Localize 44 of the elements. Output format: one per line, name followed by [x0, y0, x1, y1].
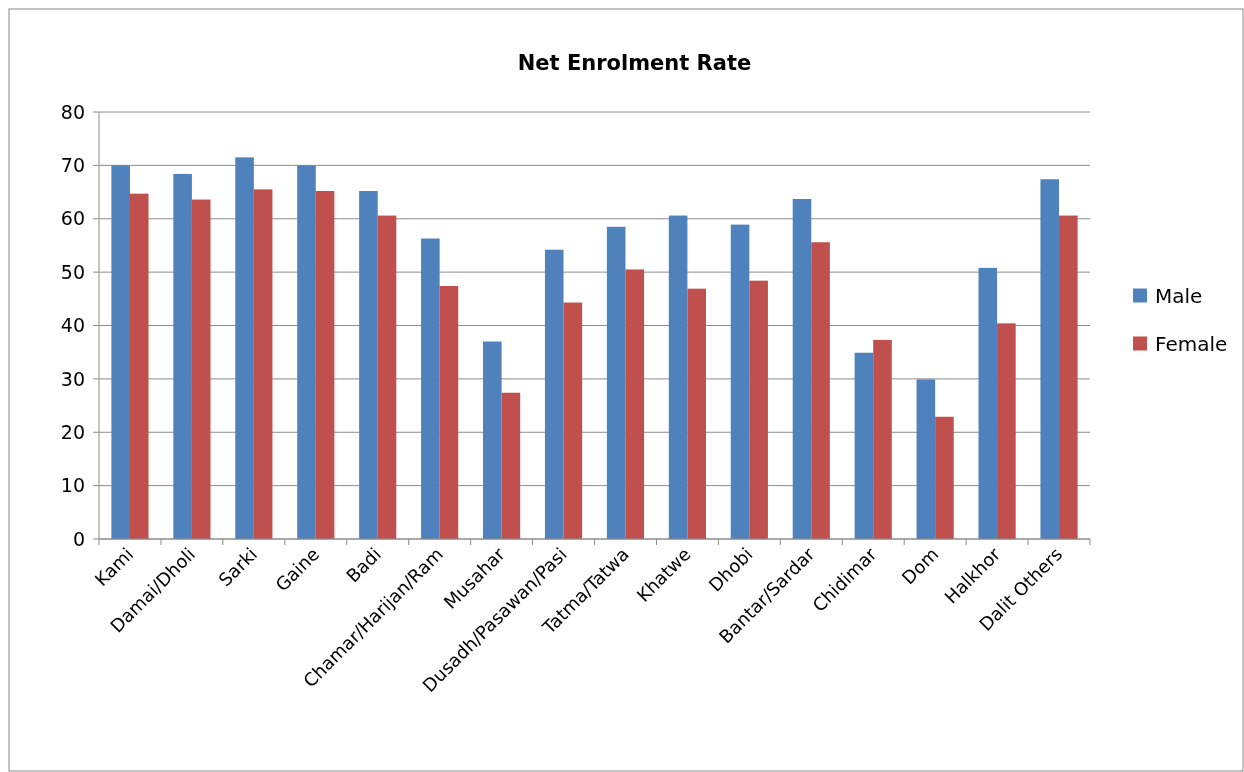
chart-title: Net Enrolment Rate: [517, 51, 752, 75]
y-tick-label: 60: [60, 207, 85, 230]
bar: [235, 157, 254, 539]
bar: [854, 352, 874, 539]
y-tick-label: 50: [60, 260, 85, 283]
bar: [606, 226, 626, 539]
bar: [873, 339, 892, 539]
bar: [730, 224, 750, 539]
bar: [253, 189, 273, 539]
bar: [191, 199, 211, 539]
bar: [1040, 179, 1060, 539]
bar: [315, 191, 335, 539]
y-tick-label: 80: [60, 100, 85, 123]
bar: [501, 392, 521, 539]
y-tick-label: 30: [60, 367, 85, 390]
bar: [749, 280, 768, 539]
bar: [997, 323, 1016, 539]
legend-label: Male: [1155, 283, 1203, 308]
bar: [811, 242, 830, 539]
y-tick-label: 20: [60, 420, 85, 443]
bar: [916, 379, 936, 539]
bar: [377, 215, 397, 539]
bar: [483, 341, 502, 539]
bar: [297, 165, 316, 539]
legend-label: Female: [1155, 331, 1228, 356]
bar: [563, 302, 583, 539]
bar: [978, 267, 998, 539]
bar: [625, 269, 645, 539]
bar: [935, 416, 954, 539]
bar: [111, 165, 130, 539]
bar: [668, 215, 688, 539]
bar: [129, 193, 149, 539]
bar: [687, 288, 706, 539]
bar: [173, 173, 192, 539]
y-tick-label: 70: [60, 154, 85, 177]
bar: [439, 286, 459, 539]
bar: [1059, 215, 1078, 539]
bar: [792, 199, 812, 539]
y-tick-label: 0: [72, 527, 85, 550]
y-tick-label: 10: [60, 474, 85, 497]
bar: [359, 191, 378, 539]
bar: [421, 238, 440, 539]
bar: [544, 249, 564, 539]
y-tick-label: 40: [60, 314, 85, 337]
